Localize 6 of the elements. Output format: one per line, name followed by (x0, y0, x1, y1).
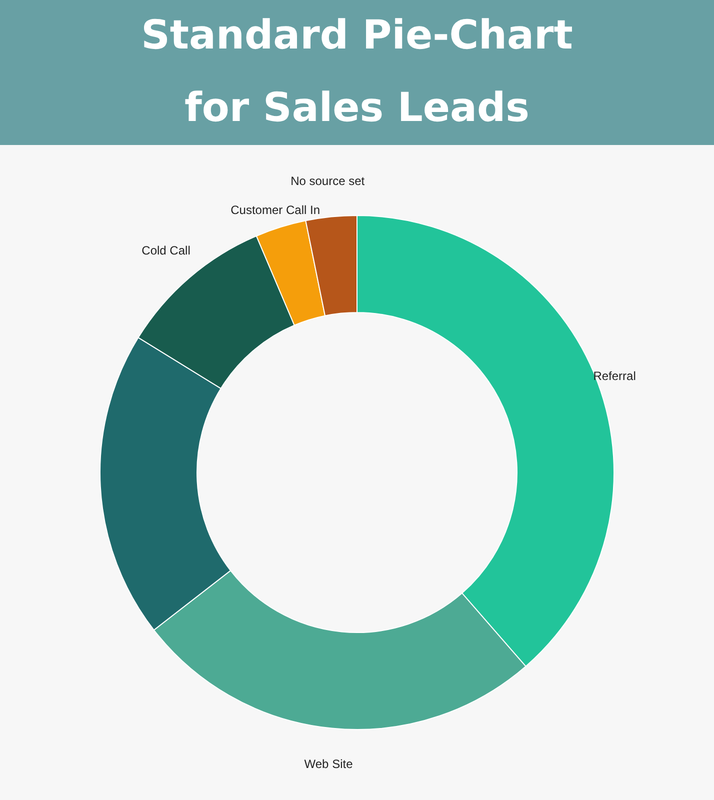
slice-label: Web Site (304, 757, 354, 772)
slice-label: Customer Call In (230, 202, 320, 217)
chart-title: Standard Pie-Chart for Sales Leads (141, 12, 573, 131)
slice-label: No source set (290, 174, 366, 188)
slice-label: Cold Call (142, 243, 190, 258)
slice-label: Referral (593, 369, 636, 384)
